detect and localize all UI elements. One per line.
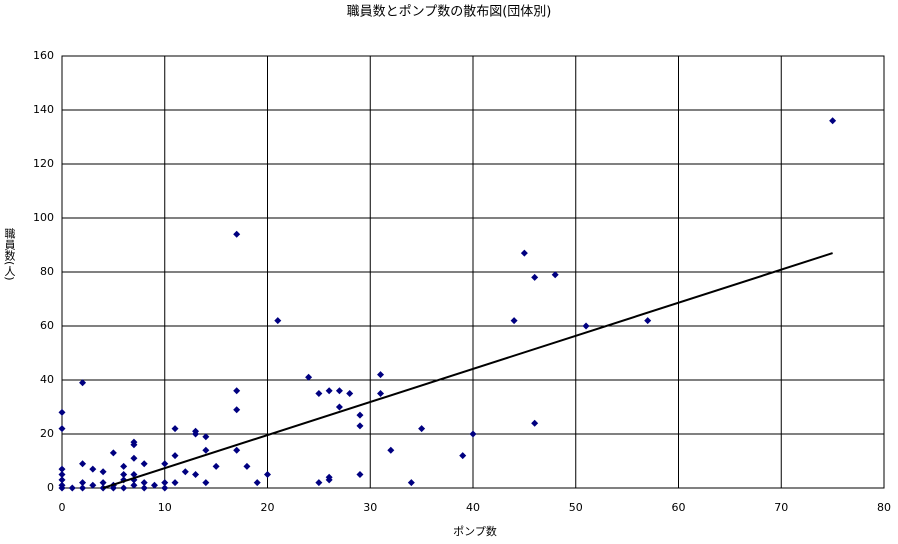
point: [212, 462, 220, 470]
point: [243, 462, 251, 470]
point: [79, 484, 87, 492]
y-tick-label: 100: [33, 211, 54, 224]
point: [79, 479, 87, 487]
point: [171, 479, 179, 487]
point: [253, 479, 261, 487]
point: [58, 484, 66, 492]
point: [233, 387, 241, 395]
point: [829, 117, 837, 125]
point: [325, 387, 333, 395]
point: [150, 481, 158, 489]
point: [161, 479, 169, 487]
point: [233, 446, 241, 454]
point: [58, 476, 66, 484]
point: [171, 452, 179, 460]
point: [140, 479, 148, 487]
point: [161, 484, 169, 492]
point: [510, 317, 518, 325]
point: [120, 484, 128, 492]
point: [68, 484, 76, 492]
point: [356, 411, 364, 419]
trend-line: [102, 252, 833, 489]
x-tick-label: 20: [261, 501, 275, 514]
point: [89, 481, 97, 489]
point: [315, 479, 323, 487]
y-tick-label: 40: [40, 373, 54, 386]
y-tick-label: 60: [40, 319, 54, 332]
y-tick-label: 0: [47, 481, 54, 494]
point: [233, 406, 241, 414]
point: [120, 462, 128, 470]
y-tick-label: 20: [40, 427, 54, 440]
point: [130, 481, 138, 489]
y-tick-label: 120: [33, 157, 54, 170]
point: [58, 408, 66, 416]
point: [202, 479, 210, 487]
point: [130, 471, 138, 478]
point: [335, 387, 343, 395]
point: [582, 322, 590, 330]
x-tick-label: 40: [466, 501, 480, 514]
chart-title: 職員数とポンプ数の散布図(団体別): [347, 5, 552, 20]
x-tick-label: 60: [672, 501, 686, 514]
point: [181, 468, 189, 476]
point: [469, 430, 477, 438]
point: [202, 433, 210, 441]
point: [407, 479, 415, 487]
point: [99, 479, 107, 487]
point: [356, 471, 364, 478]
point: [418, 425, 426, 433]
point: [346, 390, 354, 397]
point: [377, 390, 385, 397]
x-tick-label: 80: [877, 501, 891, 514]
point: [89, 465, 97, 473]
x-tick-label: 10: [158, 501, 172, 514]
plot-border: [61, 55, 885, 489]
point: [130, 441, 138, 449]
point: [325, 476, 333, 484]
point: [161, 460, 169, 468]
x-tick-label: 0: [59, 501, 66, 514]
point: [387, 446, 395, 454]
point: [192, 430, 200, 438]
point: [305, 373, 313, 381]
point: [140, 484, 148, 492]
x-tick-label: 50: [569, 501, 583, 514]
point: [315, 390, 323, 397]
y-tick-label: 140: [33, 103, 54, 116]
point: [520, 249, 528, 257]
x-tick-label: 30: [363, 501, 377, 514]
y-axis-label: 職員数(人): [3, 228, 16, 281]
point: [171, 425, 179, 433]
point: [356, 422, 364, 430]
point: [140, 460, 148, 468]
point: [58, 425, 66, 433]
point: [274, 317, 282, 325]
point: [79, 379, 87, 387]
point: [79, 460, 87, 468]
point: [335, 403, 343, 411]
y-tick-label: 80: [40, 265, 54, 278]
point: [130, 454, 138, 462]
point: [192, 471, 200, 478]
point: [644, 317, 652, 325]
x-axis-label: ポンプ数: [453, 525, 497, 538]
point: [531, 419, 539, 427]
y-tick-label: 160: [33, 49, 54, 62]
point: [109, 449, 117, 457]
x-tick-label: 70: [774, 501, 788, 514]
point: [264, 471, 271, 478]
point: [99, 468, 107, 476]
point: [58, 465, 66, 473]
point: [459, 452, 467, 460]
point: [377, 371, 385, 379]
point: [58, 471, 66, 478]
point: [233, 230, 241, 238]
point: [120, 471, 128, 478]
point: [202, 446, 210, 454]
point: [551, 271, 559, 279]
point: [531, 273, 539, 281]
